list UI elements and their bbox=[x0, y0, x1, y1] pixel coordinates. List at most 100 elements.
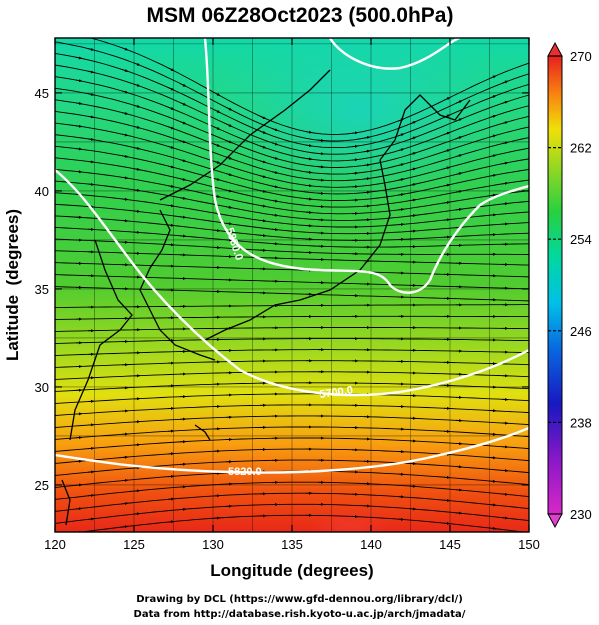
stream-arrow bbox=[455, 154, 463, 158]
korea-china-coast bbox=[139, 209, 216, 361]
stream-arrow bbox=[121, 176, 129, 180]
colorbar: 270 262 254 246 238 230 bbox=[547, 41, 592, 529]
stream-arrow bbox=[443, 131, 451, 135]
stream-arrow bbox=[271, 199, 279, 203]
stream-arrow bbox=[213, 143, 221, 147]
stream-arrow bbox=[179, 215, 187, 219]
stream-arrow bbox=[363, 149, 371, 153]
stream-arrow bbox=[443, 114, 451, 118]
stream-arrow bbox=[121, 478, 129, 482]
stream-arrow bbox=[167, 204, 175, 208]
stream-arrow bbox=[455, 207, 463, 211]
stream-arrow bbox=[133, 466, 141, 470]
stream-arrow bbox=[121, 47, 129, 51]
stream-arrow bbox=[121, 90, 129, 94]
y-tick-label: 30 bbox=[35, 380, 49, 395]
credit-data-source: Data from http://database.rish.kyoto-u.a… bbox=[133, 609, 466, 620]
stream-arrow bbox=[489, 95, 497, 99]
x-tick-label: 125 bbox=[123, 537, 145, 552]
streamline bbox=[55, 274, 529, 290]
stream-arrow bbox=[271, 170, 279, 174]
streamline bbox=[55, 41, 529, 142]
stream-arrow bbox=[225, 156, 233, 160]
stream-arrow bbox=[409, 183, 417, 187]
stream-arrow bbox=[443, 201, 451, 204]
stream-arrow bbox=[501, 141, 509, 145]
streamline bbox=[55, 481, 529, 500]
stream-arrow bbox=[271, 142, 279, 146]
stream-arrow bbox=[167, 497, 175, 501]
stream-arrow bbox=[443, 96, 451, 101]
stream-arrow bbox=[397, 118, 405, 122]
stream-arrow bbox=[133, 167, 141, 171]
stream-arrow bbox=[271, 213, 279, 217]
y-tick-label: 40 bbox=[35, 184, 49, 199]
stream-arrow bbox=[259, 204, 267, 208]
stream-arrow bbox=[179, 196, 187, 200]
colorbar-tick-label: 246 bbox=[570, 324, 592, 339]
stream-arrow bbox=[409, 152, 417, 156]
stream-arrow bbox=[363, 190, 371, 194]
x-tick-label: 140 bbox=[360, 537, 382, 552]
stream-arrow bbox=[133, 83, 141, 87]
stream-arrow bbox=[259, 115, 267, 120]
y-axis-label: Latitude (degrees) bbox=[3, 209, 22, 361]
streamline bbox=[55, 327, 529, 332]
stream-arrow bbox=[305, 170, 313, 174]
stream-arrow bbox=[455, 100, 463, 104]
streamlines bbox=[55, 38, 529, 532]
stream-arrow bbox=[87, 470, 95, 474]
stream-arrow bbox=[225, 238, 233, 242]
streamline bbox=[55, 250, 529, 266]
streamline bbox=[55, 503, 529, 524]
stream-arrow bbox=[133, 188, 141, 192]
stream-arrow bbox=[351, 131, 359, 135]
stream-arrow bbox=[271, 128, 279, 132]
plot-area: 5880.0 5700.0 5820.0 bbox=[55, 38, 529, 532]
stream-arrow bbox=[443, 521, 451, 525]
stream-arrow bbox=[121, 219, 129, 223]
x-axis-label: Longitude (degrees) bbox=[210, 561, 373, 580]
x-tick-label: 120 bbox=[44, 537, 66, 552]
grid-lines bbox=[55, 38, 529, 532]
x-tick-label: 145 bbox=[439, 537, 461, 552]
x-tick-label: 130 bbox=[202, 537, 224, 552]
stream-arrow bbox=[213, 109, 221, 113]
stream-arrow bbox=[167, 520, 175, 524]
ryukyu-islands bbox=[194, 424, 211, 441]
stream-arrow bbox=[133, 146, 141, 150]
x-axis-ticks: 120 125 130 135 140 145 150 bbox=[44, 38, 540, 552]
streamline bbox=[55, 180, 529, 221]
streamline bbox=[55, 459, 529, 476]
stream-arrow bbox=[409, 121, 417, 125]
stream-arrow bbox=[489, 75, 497, 79]
stream-arrow bbox=[351, 144, 359, 148]
stream-arrow bbox=[259, 219, 267, 223]
streamline bbox=[55, 87, 529, 168]
colorbar-tick-label: 238 bbox=[570, 415, 592, 430]
stream-arrow bbox=[213, 177, 221, 181]
stream-arrow bbox=[455, 488, 463, 492]
stream-arrow bbox=[225, 123, 233, 127]
stream-arrow bbox=[443, 218, 451, 222]
cold-trough-shading bbox=[210, 38, 510, 205]
warm-core-shading bbox=[310, 505, 390, 532]
stream-arrow bbox=[87, 137, 95, 141]
stream-arrow bbox=[443, 498, 451, 502]
stream-arrow bbox=[179, 121, 187, 125]
colorbar-tick-label: 230 bbox=[570, 507, 592, 522]
stream-arrow bbox=[397, 193, 405, 197]
contour-north bbox=[328, 38, 461, 70]
stream-arrow bbox=[121, 197, 129, 201]
stream-arrow bbox=[443, 166, 451, 170]
x-tick-label: 135 bbox=[281, 537, 303, 552]
honshu-coast bbox=[204, 159, 391, 341]
streamline bbox=[55, 371, 529, 380]
stream-arrow bbox=[397, 163, 405, 167]
stream-arrow bbox=[397, 148, 405, 152]
stream-arrow bbox=[489, 479, 497, 483]
streamline bbox=[55, 304, 529, 308]
height-contours bbox=[55, 38, 529, 474]
stream-arrow bbox=[225, 205, 233, 209]
contour-5700 bbox=[55, 169, 529, 397]
